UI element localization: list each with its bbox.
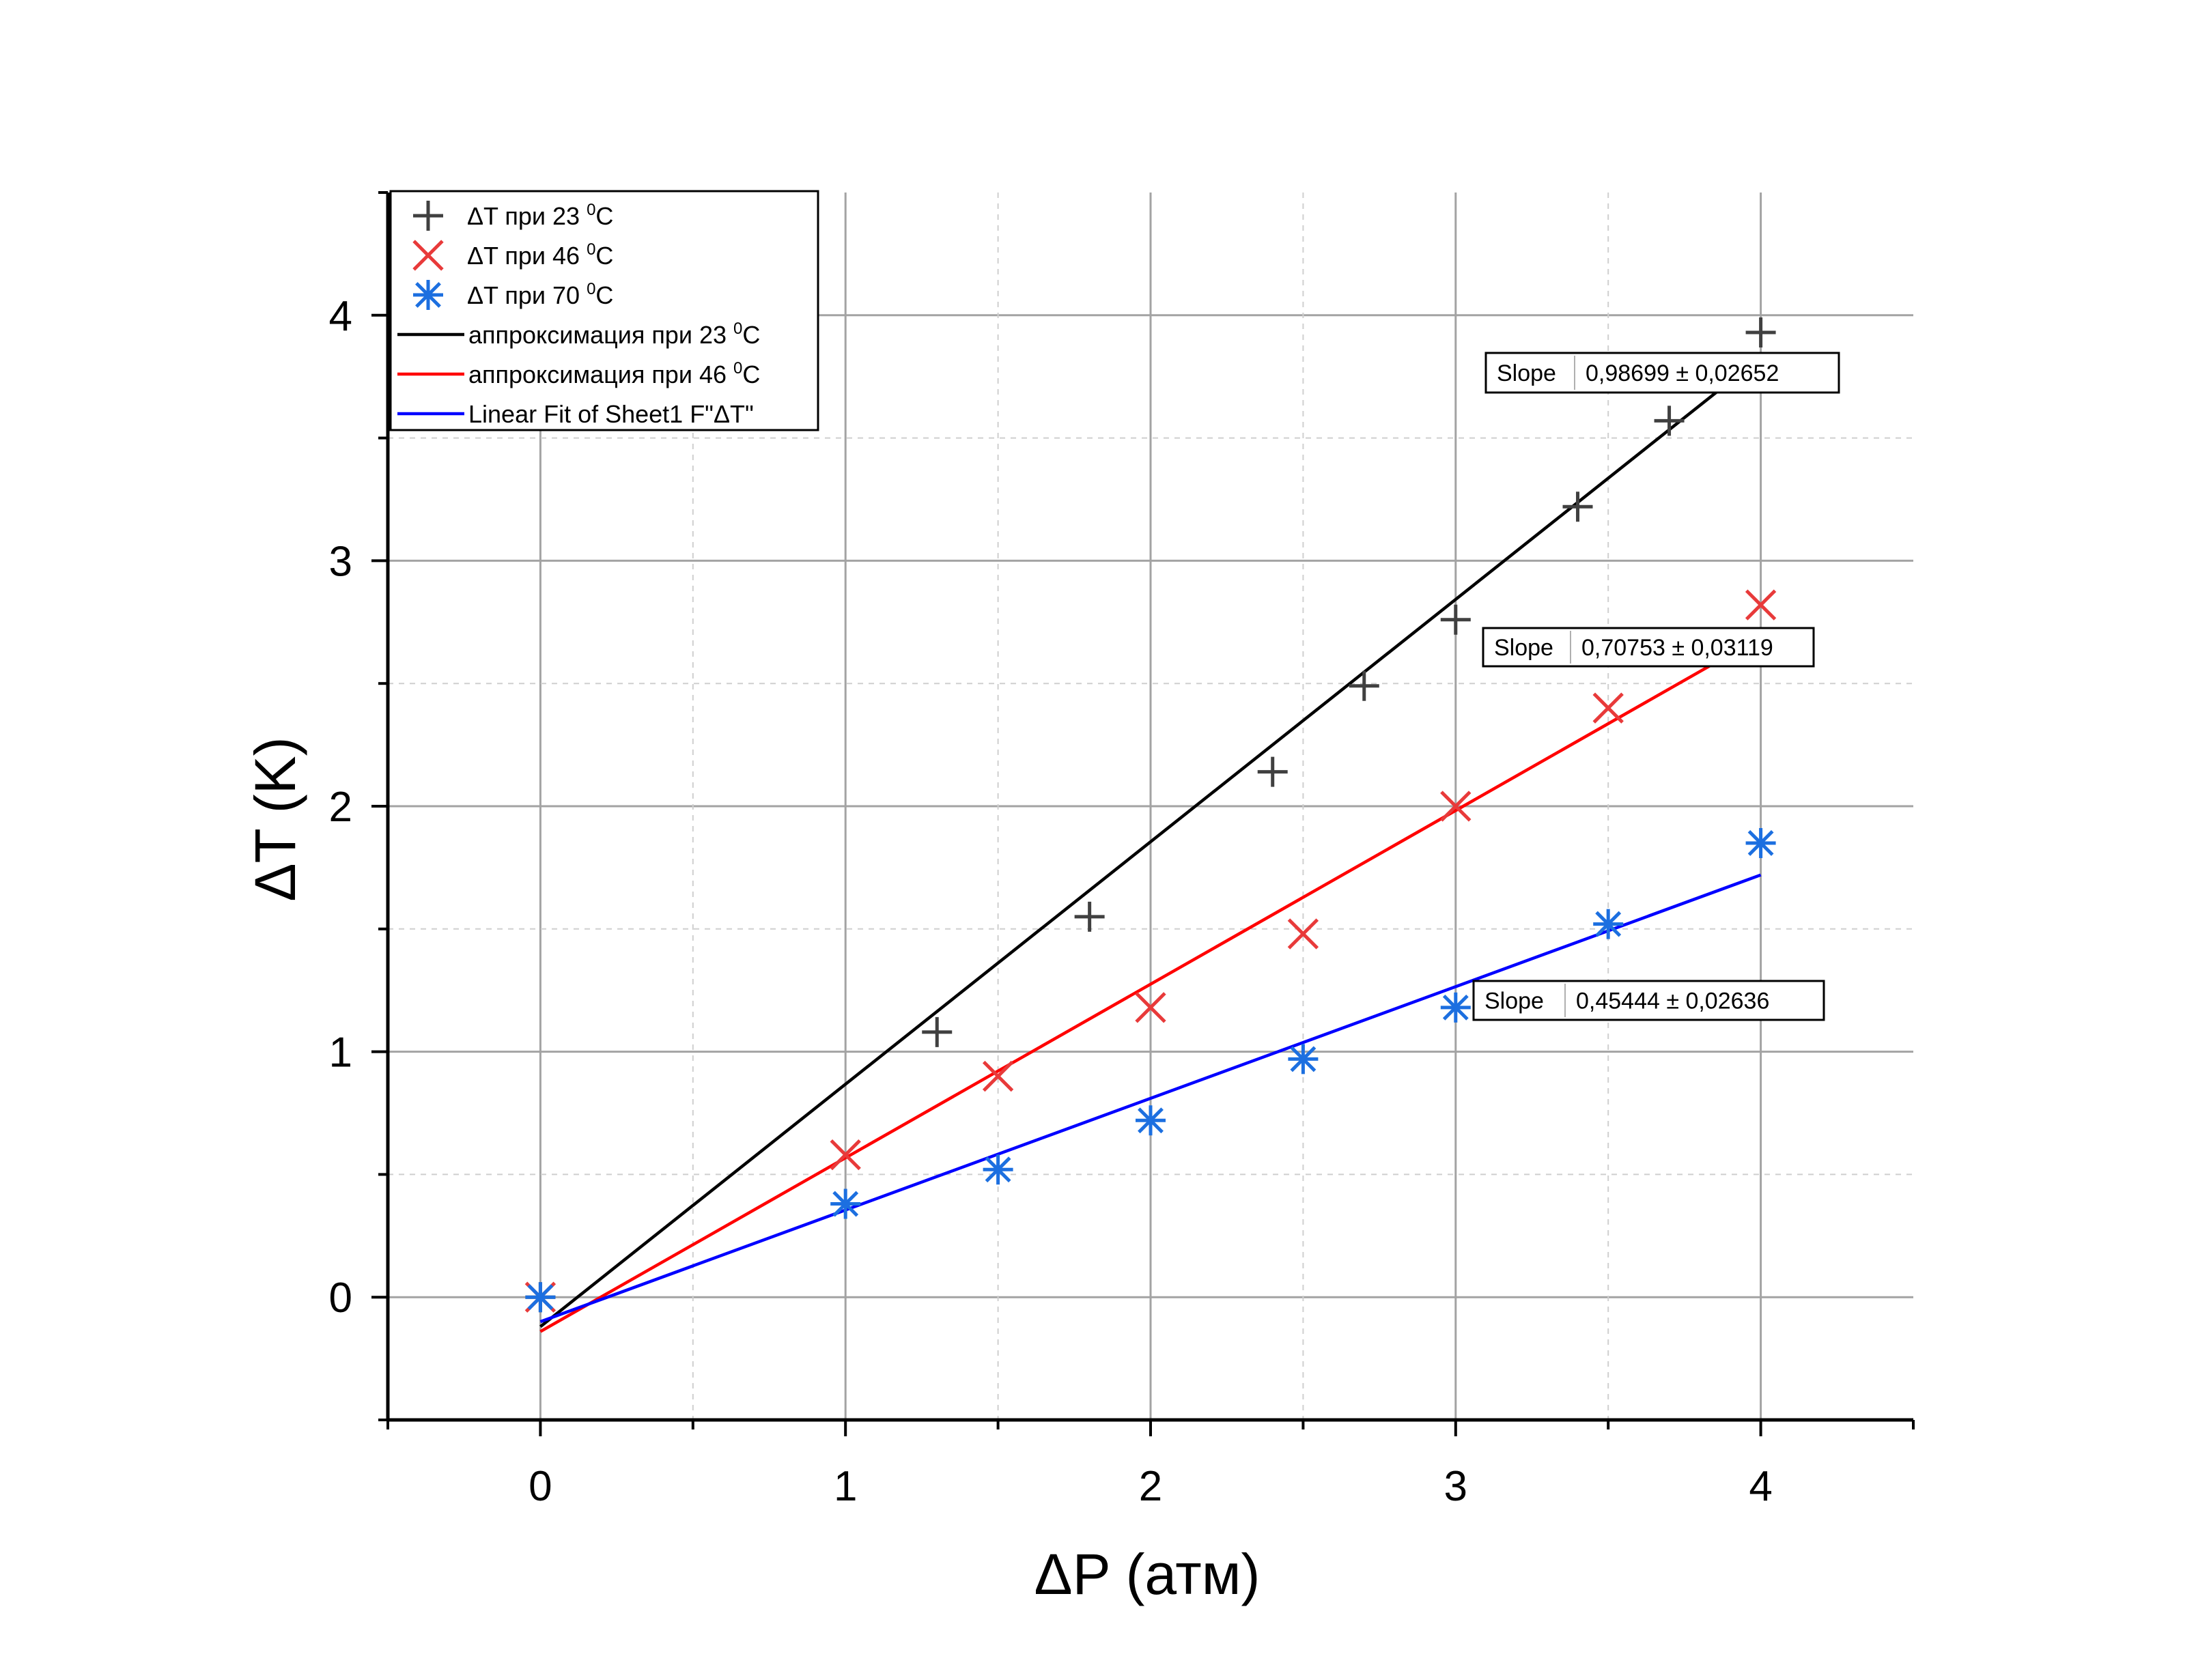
legend-marker-icon bbox=[413, 280, 443, 310]
slope-box-frame bbox=[1472, 980, 1825, 1021]
data-point bbox=[1257, 756, 1288, 787]
axes: 0 1 2 3 4 0 1 2 3 4 bbox=[329, 191, 1915, 1510]
y-tick-label: 4 bbox=[329, 293, 352, 340]
data-point bbox=[1745, 827, 1776, 858]
legend-frame bbox=[389, 190, 819, 431]
legend-entry: аппроксимация при 46 0C bbox=[397, 359, 760, 388]
x-axis-title: ΔP (атм) bbox=[1034, 1542, 1261, 1606]
legend-marker-icon bbox=[413, 201, 443, 231]
fit-line bbox=[539, 635, 1762, 1333]
data-point bbox=[1074, 901, 1105, 932]
legend-label: аппроксимация при 23 0C bbox=[468, 319, 760, 349]
slope-box: Slope 0,45444 ± 0,02636 bbox=[1472, 980, 1825, 1021]
x-tick-label: 1 bbox=[834, 1463, 857, 1510]
slope-label: Slope bbox=[1497, 360, 1556, 386]
x-tick-label: 4 bbox=[1749, 1463, 1772, 1510]
legend-marker-icon bbox=[412, 240, 444, 271]
slope-value: 0,70753 ± 0,03119 bbox=[1581, 635, 1773, 661]
slope-box: Slope 0,98699 ± 0,02652 bbox=[1484, 352, 1840, 394]
fit-line bbox=[539, 873, 1762, 1324]
slope-box: Slope 0,70753 ± 0,03119 bbox=[1482, 627, 1815, 668]
data-point bbox=[1592, 692, 1624, 724]
data-point bbox=[1135, 992, 1166, 1023]
data-point bbox=[1349, 670, 1379, 701]
slope-value: 0,98699 ± 0,02652 bbox=[1586, 360, 1779, 386]
legend-label: аппроксимация при 46 0C bbox=[468, 359, 760, 388]
data-point bbox=[1654, 405, 1685, 436]
legend-entry: аппроксимация при 23 0C bbox=[397, 319, 760, 349]
y-tick-label: 3 bbox=[329, 538, 352, 585]
slope-box-frame bbox=[1484, 352, 1840, 394]
slope-label: Slope bbox=[1494, 635, 1553, 661]
data-point bbox=[1745, 317, 1776, 347]
data-markers bbox=[524, 317, 1777, 1313]
y-tick-label: 2 bbox=[329, 784, 352, 831]
x-tick-label: 2 bbox=[1139, 1463, 1162, 1510]
data-point bbox=[1440, 992, 1471, 1023]
x-tick-label: 3 bbox=[1444, 1463, 1467, 1510]
data-point bbox=[982, 1060, 1014, 1092]
data-point bbox=[1136, 1105, 1166, 1136]
slope-boxes: Slope 0,98699 ± 0,02652 Slope 0,70753 ± 0,0… bbox=[1472, 352, 1840, 1021]
data-point bbox=[1593, 909, 1624, 939]
slope-label: Slope bbox=[1484, 988, 1544, 1014]
y-tick-label: 0 bbox=[329, 1275, 352, 1322]
data-point bbox=[922, 1016, 953, 1047]
legend-entry: Linear Fit of Sheet1 F"ΔT" bbox=[397, 400, 754, 428]
data-point bbox=[983, 1154, 1013, 1185]
data-point bbox=[830, 1139, 861, 1171]
legend-entry: ΔT при 46 0C bbox=[412, 240, 613, 271]
data-point bbox=[1288, 1044, 1319, 1074]
legend-label: ΔT при 46 0C bbox=[467, 240, 613, 270]
data-point bbox=[1562, 492, 1593, 522]
legend-label: Linear Fit of Sheet1 F"ΔT" bbox=[468, 400, 754, 428]
slope-value: 0,45444 ± 0,02636 bbox=[1576, 988, 1769, 1014]
data-point bbox=[1745, 589, 1777, 621]
slope-box-frame bbox=[1482, 627, 1815, 668]
fit-line bbox=[539, 356, 1762, 1328]
y-tick-label: 1 bbox=[329, 1029, 352, 1077]
y-axis-title: ΔT (K) bbox=[243, 737, 307, 901]
data-point bbox=[1287, 918, 1319, 950]
fit-lines bbox=[539, 356, 1762, 1333]
data-point bbox=[1440, 604, 1471, 635]
x-tick-label: 0 bbox=[529, 1463, 552, 1510]
data-point bbox=[1440, 791, 1472, 822]
data-point bbox=[830, 1188, 861, 1219]
data-point bbox=[525, 1282, 556, 1313]
